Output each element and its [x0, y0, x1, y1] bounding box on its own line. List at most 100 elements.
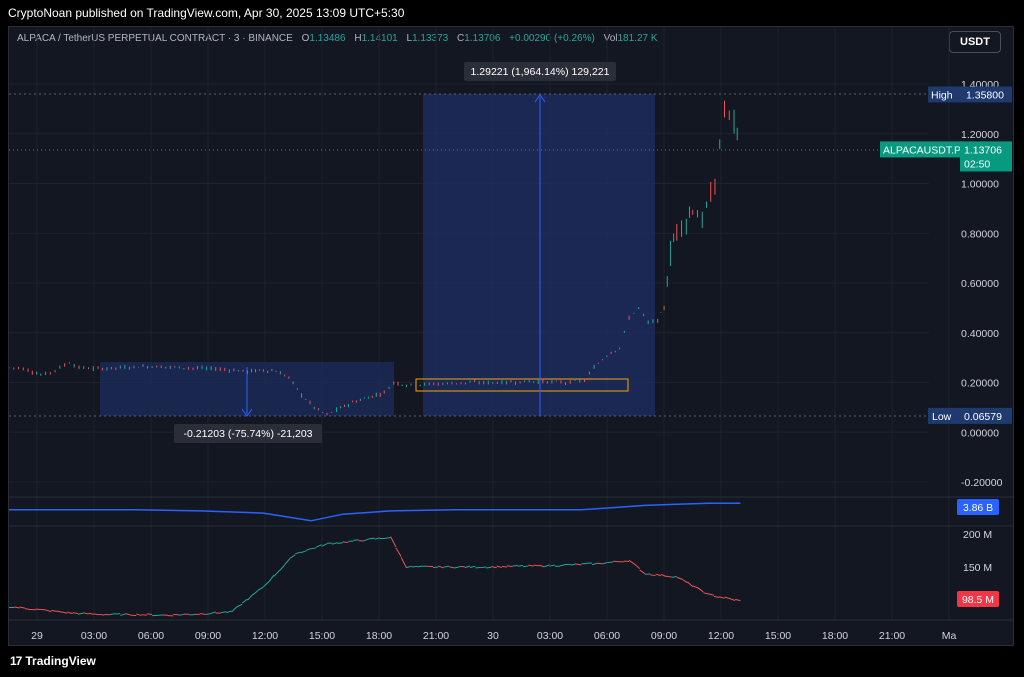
volume-ma-segment [252, 590, 259, 596]
time-tick-label: 15:00 [309, 630, 335, 642]
measure-down-arrowhead [241, 408, 253, 417]
volume-ma-segment [729, 598, 736, 601]
volume-tag-bg [957, 591, 999, 607]
volume-ma-segment [681, 578, 688, 584]
volume-ma-segment [687, 581, 694, 587]
volume-ma-segment [576, 563, 582, 566]
volume-ma-segment [734, 598, 741, 602]
volume-ma-segment [634, 563, 641, 569]
svg-text:-0.21203 (-75.74%) -21,203: -0.21203 (-75.74%) -21,203 [184, 428, 313, 440]
volume-ma-segment [316, 544, 322, 548]
volume-ma-segment [448, 566, 455, 569]
time-tick-label: 30 [487, 630, 499, 642]
volume-ma-segment [284, 558, 291, 566]
volume-ma-segment [220, 611, 227, 614]
volume-ma-segment [210, 611, 216, 615]
volume-value: 181.27 K [617, 33, 658, 44]
volume-ma-segment [199, 613, 206, 615]
measure-down-label: -0.21203 (-75.74%) -21,203 [174, 424, 322, 443]
volume-ma-segment [655, 573, 662, 577]
svg-text:1.29221 (1,964.14%) 129,221: 1.29221 (1,964.14%) 129,221 [471, 66, 610, 78]
volume-ma-segment [56, 610, 63, 613]
volume-ma-segment [491, 566, 497, 569]
tradingview-logo[interactable]: 17 TradingView [10, 654, 96, 668]
tradingview-logo-icon: 17 [10, 654, 22, 668]
chart-canvas[interactable]: 1.400001.200001.000000.800000.600000.400… [9, 27, 1014, 646]
volume-ma-segment [51, 609, 57, 613]
volume-ma-segment [332, 542, 338, 545]
volume-tag: 98.5 M [962, 594, 994, 606]
price-tick-label: 0.00000 [961, 427, 999, 439]
low-label: L [406, 33, 413, 44]
volume-ma-segment [464, 565, 471, 569]
time-tick-label: 29 [31, 630, 43, 642]
volume-ma-segment [443, 565, 449, 568]
volume-ma-segment [395, 547, 402, 557]
volume-ma-segment [72, 612, 78, 614]
consolidation-box[interactable] [415, 378, 629, 392]
volume-ma-segment [390, 536, 397, 548]
volume-ma-segment [205, 613, 211, 615]
volume-ma-segment [83, 612, 89, 615]
symbol-name[interactable]: ALPACA / TetherUS PERPETUAL CONTRACT · 3… [17, 33, 293, 44]
publisher-line: CryptoNoan published on TradingView.com,… [8, 6, 405, 20]
time-tick-label: 09:00 [195, 630, 221, 642]
volume-ma-segment [300, 550, 306, 554]
volume-ma-segment [67, 611, 73, 615]
volume-ma-segment [432, 566, 439, 569]
volume-ma-segment [544, 564, 550, 568]
volume-ma-segment [517, 565, 524, 567]
volume-ma-segment [533, 564, 540, 567]
low-tag-label-bg [928, 407, 960, 424]
time-tick-label: 12:00 [252, 630, 278, 642]
volume-ma-segment [570, 563, 577, 566]
volume-tick-label: 150 M [963, 562, 992, 574]
time-axis: 29 03:00 06:00 09:00 12:00 15:00 18:00 21:00 30 0… [31, 630, 956, 642]
volume-ma-segment [14, 606, 20, 609]
volume-ma-segment [671, 576, 677, 578]
volume-ma-segment [719, 596, 725, 599]
price-tick-label: 0.60000 [961, 278, 999, 290]
volume-ma-segment [342, 541, 349, 543]
volume-ma-segment [24, 608, 31, 610]
volume-ma-segment [231, 606, 238, 613]
price-tags: High 1.35800 ALPACAUSDT.P 1.13706 02:50 Low 0.… [880, 86, 1012, 607]
volume-ma-segment [406, 565, 412, 568]
time-tick-label: 03:00 [537, 630, 563, 642]
volume-ma-segment [438, 565, 444, 569]
time-tick-label: 06:00 [138, 630, 164, 642]
high-tag-value-bg [964, 86, 1012, 103]
high-tag-label: High [931, 89, 953, 101]
volume-ma-segment [268, 574, 275, 583]
low-tag-value-bg [960, 407, 1012, 424]
close-value: 1.13706 [464, 33, 501, 44]
time-tick-label: 15:00 [765, 630, 791, 642]
low-tag-value: 0.06579 [964, 411, 1002, 423]
obv-line [9, 502, 741, 522]
volume-ma-segment [454, 566, 460, 569]
symbol-tag-bg [880, 141, 964, 158]
bar-countdown: 02:50 [964, 158, 990, 170]
volume-ma-segment [178, 613, 184, 616]
volume-ma-segment [45, 609, 52, 613]
high-tag-label-bg [928, 86, 964, 103]
chart-panel[interactable]: ALPACA / TetherUS PERPETUAL CONTRACT · 3… [8, 26, 1014, 646]
volume-ma-segment [363, 538, 370, 542]
volume-label: Vol [603, 33, 618, 44]
volume-ma-segment [125, 613, 132, 616]
measure-up-box[interactable] [423, 94, 655, 416]
volume-ma-segment [241, 598, 248, 604]
volume-ma-segment [708, 593, 715, 596]
symbol-legend: ALPACA / TetherUS PERPETUAL CONTRACT · 3… [17, 33, 658, 44]
volume-ma-segment [226, 610, 232, 614]
volume-ma-segment [703, 592, 709, 595]
high-label: H [354, 33, 362, 44]
volume-tick-label: 200 M [963, 529, 992, 541]
volume-ma-series [9, 536, 741, 617]
volume-ma-segment [496, 565, 503, 569]
currency-button[interactable]: USDT [949, 31, 1001, 53]
measure-up-label: 1.29221 (1,964.14%) 129,221 [464, 62, 616, 81]
volume-ma-segment [236, 603, 243, 608]
low-tag-label: Low [932, 411, 952, 423]
